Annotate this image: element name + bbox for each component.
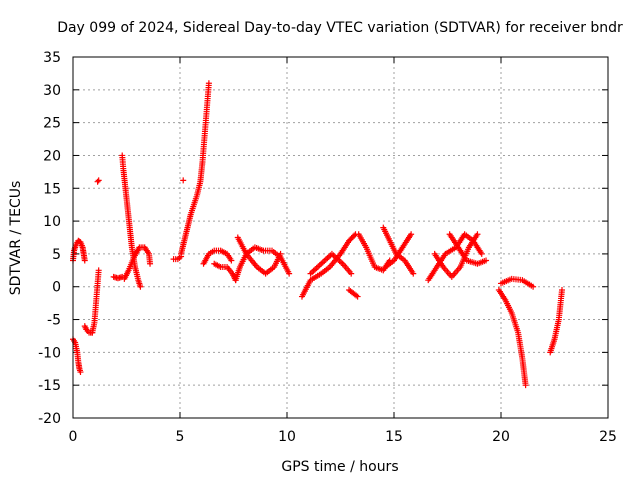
y-tick-label: 35 (43, 50, 61, 66)
data-point (94, 178, 101, 185)
y-axis-label: SDTVAR / TECUs (8, 181, 24, 296)
y-tick-label: -5 (47, 313, 61, 329)
data-point (277, 250, 284, 257)
x-tick-label: 25 (599, 429, 617, 445)
data-point (95, 177, 102, 184)
data-point (530, 283, 537, 290)
data-point (137, 283, 144, 290)
data-point (228, 257, 235, 264)
y-tick-label: -15 (38, 378, 61, 394)
x-tick-label: 15 (385, 429, 403, 445)
x-tick-label: 5 (176, 429, 185, 445)
y-tick-label: -20 (38, 411, 61, 427)
grid-lines (73, 57, 608, 418)
data-point (483, 257, 490, 264)
axis-ticks: 0 5 10 15 20 25 -20 -15 -10 -5 0 5 10 15 20 25 30 35 (38, 50, 617, 445)
data-point (95, 267, 102, 274)
plot-frame (72, 56, 609, 419)
data-point (522, 382, 529, 389)
data-point (147, 260, 154, 267)
x-axis-label: GPS time / hours (281, 459, 398, 475)
data-point (354, 293, 361, 300)
y-tick-label: 30 (43, 83, 61, 99)
data-point (408, 231, 415, 238)
y-tick-label: 15 (43, 181, 61, 197)
y-tick-label: 20 (43, 148, 61, 164)
y-tick-label: 25 (43, 116, 61, 132)
x-tick-label: 20 (492, 429, 510, 445)
y-tick-label: 0 (52, 280, 61, 296)
data-point (351, 232, 358, 239)
data-point (180, 177, 187, 184)
data-points (70, 80, 565, 389)
data-point (410, 270, 417, 277)
x-tick-label: 0 (69, 429, 78, 445)
data-point (205, 80, 212, 87)
data-point (77, 369, 84, 376)
data-point (478, 250, 485, 257)
data-point (348, 270, 355, 277)
y-tick-label: -10 (38, 345, 61, 361)
data-point (286, 270, 293, 277)
y-tick-label: 10 (43, 214, 61, 230)
data-point (558, 287, 565, 294)
y-tick-label: 5 (52, 247, 61, 263)
data-point (81, 257, 88, 264)
chart-title: Day 099 of 2024, Sidereal Day-to-day VTE… (57, 20, 623, 36)
x-tick-label: 10 (278, 429, 296, 445)
data-point (474, 231, 481, 238)
